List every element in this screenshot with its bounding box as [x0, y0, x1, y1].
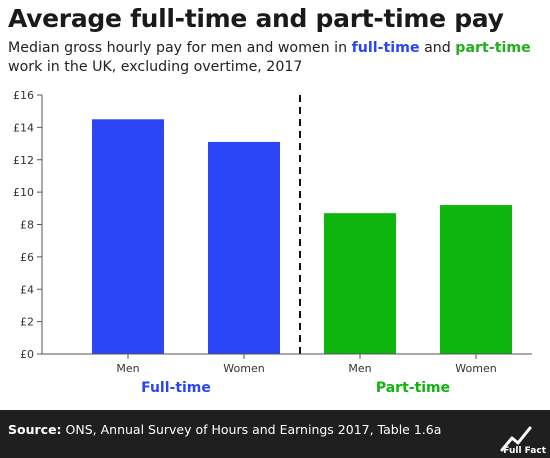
group-label-full-time: Full-time	[141, 380, 211, 396]
bars	[92, 95, 512, 354]
y-tick-label: £0	[20, 348, 34, 361]
chart-title: Average full-time and part-time pay	[8, 4, 504, 33]
subtitle-parttime: part-time	[455, 40, 531, 56]
x-axis: Men Women Men Women	[42, 353, 532, 375]
y-tick-label: £12	[13, 154, 34, 167]
source-text: ONS, Annual Survey of Hours and Earnings…	[61, 422, 442, 437]
chart-subtitle: Median gross hourly pay for men and wome…	[8, 39, 538, 77]
y-tick-label: £4	[20, 283, 34, 296]
y-tick-label: £10	[13, 186, 34, 199]
bar-chart: £0£2£4£6£8£10£12£14£16 Men Women Men Women …	[13, 89, 532, 396]
y-axis: £0 £2 £4 £6 £8 £10 £12 £14 £16	[13, 89, 43, 361]
y-tick-label: £8	[20, 219, 34, 232]
y-tick-label: £2	[20, 316, 34, 329]
source-note: Source: ONS, Annual Survey of Hours and …	[8, 422, 441, 437]
source-label: Source:	[8, 422, 62, 437]
bar-full-time-men	[92, 119, 164, 354]
group-label-part-time: Part-time	[376, 380, 450, 396]
x-tick-label: Women	[223, 362, 264, 375]
subtitle-fulltime: full-time	[351, 40, 420, 56]
bar-full-time-women	[208, 141, 280, 354]
y-tick-label: £16	[13, 89, 34, 102]
footer: Source: ONS, Annual Survey of Hours and …	[0, 410, 550, 458]
x-tick-label: Women	[455, 362, 496, 375]
subtitle-text-2: and	[419, 40, 456, 56]
bar-part-time-women	[440, 205, 512, 354]
x-tick-label: Men	[116, 362, 139, 375]
group-labels: Full-time Part-time	[141, 380, 450, 396]
subtitle-text-3: work in the UK, excluding overtime, 2017	[8, 59, 303, 75]
bar-part-time-men	[324, 213, 396, 354]
subtitle-text-1: Median gross hourly pay for men and wome…	[8, 40, 352, 56]
y-tick-label: £6	[20, 251, 34, 264]
x-tick-label: Men	[348, 362, 371, 375]
logo-text: Full Fact	[503, 446, 546, 456]
y-tick-label: £14	[13, 121, 34, 134]
full-fact-logo-icon	[500, 426, 532, 452]
